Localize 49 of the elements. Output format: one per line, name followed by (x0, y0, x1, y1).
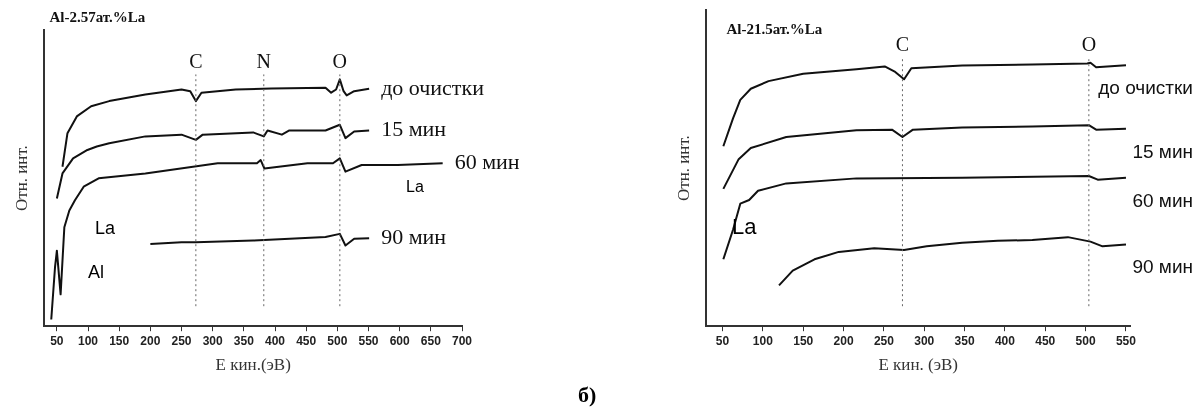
ref-line-label: O (1081, 32, 1097, 55)
x-tick-label: 550 (358, 333, 379, 348)
x-tick-label: 200 (140, 333, 161, 348)
annotation: La (406, 178, 424, 196)
x-tick-label: 400 (265, 333, 286, 348)
series-label: до очистки (1098, 77, 1193, 99)
annotation: La (732, 214, 757, 240)
x-tick-label: 250 (873, 333, 895, 348)
text: б) (578, 382, 597, 408)
x-tick-label: 450 (1035, 333, 1056, 348)
x-tick-label: 650 (420, 333, 442, 348)
series-label: 60 мин (1132, 189, 1193, 211)
x-tick-label: 550 (1115, 333, 1137, 348)
series-label: 60 мин (454, 149, 520, 175)
x-tick-label: 700 (451, 333, 473, 348)
x-axis-title: E кин.(эВ) (215, 355, 291, 375)
x-tick-label: 600 (389, 333, 410, 348)
x-tick-label: 200 (833, 333, 854, 348)
x-tick-label: 350 (954, 333, 975, 348)
ref-line-label: C (895, 32, 910, 55)
x-tick-label: 350 (233, 333, 255, 348)
x-tick-label: 450 (296, 333, 317, 348)
x-tick-label: 50 (50, 333, 64, 348)
series-label: 90 мин (1132, 256, 1193, 278)
annotation: La (95, 218, 116, 239)
x-tick-label: 400 (994, 333, 1016, 348)
chart-title: Al-2.57ат.%La (49, 9, 146, 26)
x-tick-label: 50 (715, 333, 730, 348)
ref-line-label: N (256, 49, 272, 72)
ref-line-label: O (332, 49, 348, 72)
series-label: до очистки (381, 74, 485, 100)
x-tick-label: 150 (109, 333, 130, 348)
annotation: Al (88, 262, 105, 283)
x-tick-label: 500 (1075, 333, 1096, 348)
y-axis-title: Отн. инт. (11, 145, 31, 212)
x-tick-label: 150 (793, 333, 814, 348)
x-tick-label: 100 (78, 333, 99, 348)
chart-title: Al-21.5ат.%La (726, 21, 823, 38)
series-label: 15 мин (381, 116, 447, 142)
y-axis-title: Отн. инт. (673, 135, 693, 202)
ref-line-label: C (189, 49, 203, 72)
x-tick-label: 100 (752, 333, 774, 348)
x-tick-label: 300 (914, 333, 935, 348)
x-tick-label: 250 (171, 333, 192, 348)
series-label: 90 мин (381, 224, 447, 250)
x-tick-label: 500 (327, 333, 348, 348)
series-label: 15 мин (1132, 140, 1193, 162)
x-axis-title: E кин. (эВ) (878, 355, 958, 375)
x-tick-label: 300 (202, 333, 224, 348)
